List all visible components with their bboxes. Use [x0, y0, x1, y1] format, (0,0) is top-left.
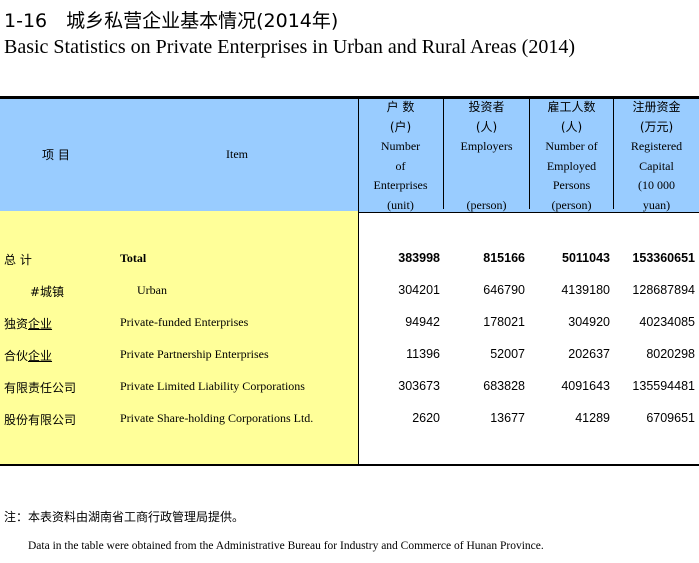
row-label-en: Urban: [137, 283, 167, 297]
header-item-en: Item: [226, 147, 248, 161]
header-unit-cn: (人): [475, 119, 498, 134]
table-row: 合伙企业 Private Partnership Enterprises 113…: [0, 347, 699, 367]
divider: [613, 96, 614, 209]
cell-employers: 815166: [483, 251, 525, 265]
label-part: 企业: [28, 317, 53, 331]
header-unit-cn: (人): [560, 119, 583, 134]
cell-employed: 304920: [568, 315, 610, 329]
row-label-en: Private Limited Liability Corporations: [120, 379, 305, 393]
cell-employed: 4139180: [561, 283, 610, 297]
row-label-en: Total: [120, 251, 147, 265]
header-registered-capital: 注册资金 (万元) Registered Capital (10 000 yua…: [614, 98, 699, 215]
row-label-cn: 总 计: [4, 253, 32, 267]
header-en: Persons: [552, 178, 591, 192]
row-label-cn: 有限责任公司: [4, 381, 77, 395]
note-en: Data in the table were obtained from the…: [28, 540, 544, 552]
header-cn: 雇工人数: [547, 100, 596, 114]
cell-employed: 5011043: [562, 251, 610, 265]
header-en: (10 000: [638, 178, 675, 192]
cell-employers: 646790: [483, 283, 525, 297]
header-en: Number of: [545, 139, 598, 153]
cell-enterprises: 94942: [405, 315, 440, 329]
header-unit-en: (unit): [387, 197, 414, 212]
header-en: [444, 157, 529, 177]
cell-capital: 40234085: [639, 315, 695, 329]
row-label-cn: 股份有限公司: [4, 413, 77, 427]
divider: [358, 96, 359, 465]
row-label-cn: 独资企业: [4, 315, 52, 332]
note-cn: 注：本表资料由湖南省工商行政管理局提供。: [4, 510, 245, 524]
table-title-cn: 1-16 城乡私营企业基本情况(2014年): [4, 10, 339, 32]
divider: [529, 96, 530, 209]
cell-employed: 4091643: [561, 379, 610, 393]
cell-employers: 178021: [483, 315, 525, 329]
header-unit-en: (person): [466, 197, 507, 212]
cell-capital: 6709651: [646, 411, 695, 425]
table-bottom-rule: [0, 464, 699, 466]
header-en: Employers: [460, 139, 513, 153]
cell-employed: 41289: [575, 411, 610, 425]
row-label-cn: 合伙企业: [4, 347, 52, 364]
header-enterprises: 户 数 (户) Number of Enterprises (unit): [358, 98, 443, 215]
header-cn: 注册资金: [632, 100, 681, 114]
header-en: Employed: [546, 158, 597, 173]
table-row-total: 总 计 Total 383998 815166 5011043 15336065…: [0, 251, 699, 271]
header-unit-cn: (万元): [639, 119, 674, 134]
label-part: 合伙: [4, 349, 29, 363]
header-en: of: [395, 158, 406, 173]
header-en: Capital: [639, 158, 674, 173]
header-employed-persons: 雇工人数 (人) Number of Employed Persons (per…: [530, 98, 613, 215]
item-column-body: [0, 211, 358, 465]
header-en: Enterprises: [373, 178, 428, 192]
cell-capital: 135594481: [632, 379, 695, 393]
cell-employers: 13677: [490, 411, 525, 425]
cell-enterprises: 303673: [398, 379, 440, 393]
row-label-en: Private Partnership Enterprises: [120, 347, 269, 361]
cell-employed: 202637: [568, 347, 610, 361]
row-label-en: Private Share-holding Corporations Ltd.: [120, 411, 314, 425]
table-header: [0, 96, 699, 213]
cell-capital: 8020298: [646, 347, 695, 361]
header-cn: 户 数: [386, 100, 415, 114]
cell-enterprises: 11396: [406, 347, 440, 361]
row-label-cn: #城镇: [30, 285, 65, 299]
header-en: [444, 176, 529, 196]
cell-capital: 128687894: [632, 283, 695, 297]
header-unit-en: yuan): [642, 197, 671, 212]
row-label-en: Private-funded Enterprises: [120, 315, 249, 329]
cell-enterprises: 383998: [398, 251, 440, 265]
table-row: 股份有限公司 Private Share-holding Corporation…: [0, 411, 699, 431]
label-part: 企业: [28, 349, 53, 363]
header-en: Number: [380, 139, 421, 153]
header-unit-en: (person): [551, 197, 592, 212]
cell-employers: 52007: [490, 347, 525, 361]
cell-enterprises: 2620: [412, 411, 440, 425]
header-cn: 投资者: [468, 100, 505, 114]
header-item-cn: 项 目: [42, 148, 70, 162]
cell-enterprises: 304201: [398, 283, 440, 297]
table-row: #城镇 Urban 304201 646790 4139180 12868789…: [0, 283, 699, 303]
cell-employers: 683828: [483, 379, 525, 393]
table-row: 独资企业 Private-funded Enterprises 94942 17…: [0, 315, 699, 335]
divider: [443, 96, 444, 209]
table-title-en: Basic Statistics on Private Enterprises …: [4, 36, 575, 58]
table-row: 有限责任公司 Private Limited Liability Corpora…: [0, 379, 699, 399]
header-unit-cn: (户): [389, 119, 412, 134]
label-part: 独资: [4, 317, 29, 331]
header-employers: 投资者 (人) Employers (person): [444, 98, 529, 215]
cell-capital: 153360651: [632, 251, 695, 265]
header-en: Registered: [630, 139, 683, 153]
